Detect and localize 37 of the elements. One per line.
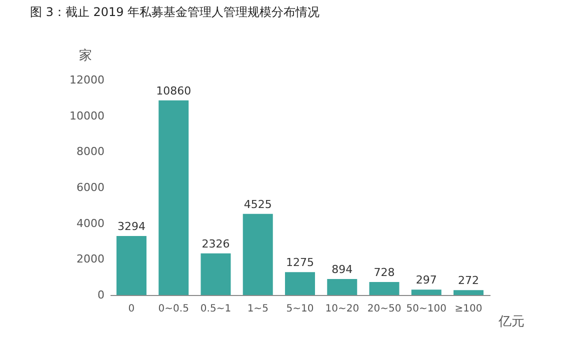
bar — [116, 236, 146, 295]
y-tick-label: 4000 — [76, 216, 104, 230]
bar — [369, 282, 400, 295]
chart-title: 图 3：截止 2019 年私募基金管理人管理规模分布情况 — [30, 5, 320, 19]
y-tick-label: 6000 — [76, 181, 104, 194]
y-tick-label: 12000 — [70, 74, 104, 86]
data-label: 4525 — [244, 198, 272, 211]
x-tick-label: 5~10 — [286, 304, 314, 314]
bar — [454, 290, 484, 295]
y-axis-title: 家 — [79, 48, 92, 64]
x-tick-label: 20~50 — [367, 304, 402, 314]
data-label: 1275 — [286, 256, 314, 270]
bar — [200, 253, 231, 295]
bar — [285, 272, 315, 295]
x-tick-label: 50~100 — [406, 304, 446, 314]
bar — [158, 100, 189, 295]
data-label: 3294 — [117, 220, 146, 233]
x-tick-label: 0.5~1 — [200, 304, 232, 314]
x-axis-title: 亿元 — [498, 314, 524, 330]
y-tick-label: 2000 — [76, 252, 104, 266]
x-tick-label: 10~20 — [325, 304, 360, 314]
data-label: 272 — [458, 274, 480, 288]
bar — [327, 278, 358, 295]
x-tick-label: ≥100 — [454, 304, 482, 314]
x-tick-label: 0~0.5 — [158, 304, 189, 314]
data-label: 10860 — [156, 84, 192, 98]
y-tick-label: 10000 — [70, 109, 104, 122]
x-tick-label: 0 — [128, 304, 135, 314]
y-tick-label: 0 — [98, 288, 104, 302]
bar — [411, 290, 442, 295]
data-label: 894 — [332, 262, 353, 276]
data-label: 728 — [374, 266, 395, 279]
x-tick-label: 1~5 — [247, 304, 268, 314]
bar — [242, 214, 273, 295]
data-label: 2326 — [202, 237, 230, 250]
y-tick-label: 8000 — [76, 145, 104, 158]
data-label: 297 — [416, 274, 437, 287]
